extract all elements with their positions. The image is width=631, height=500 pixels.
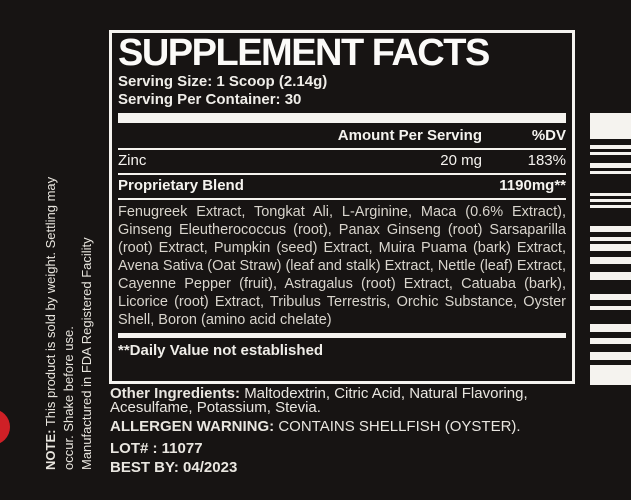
supplement-facts-panel: SUPPLEMENT FACTS Serving Size: 1 Scoop (… [109, 30, 575, 384]
amount-per-serving-header: Amount Per Serving [337, 127, 482, 144]
label-footer: Other Ingredients: Maltodextrin, Citric … [110, 385, 568, 476]
panel-title: SUPPLEMENT FACTS [118, 32, 490, 74]
thick-separator-bottom [118, 333, 566, 338]
nutrient-amount: 20 mg [440, 152, 482, 169]
other-ingredients: Other Ingredients: Maltodextrin, Citric … [110, 385, 568, 416]
red-dot-decoration [0, 409, 10, 445]
blend-name: Proprietary Blend [118, 177, 244, 194]
table-row: Zinc 20 mg 183% [118, 150, 566, 175]
thick-separator-top [118, 113, 566, 123]
daily-value-footnote: **Daily Value not established [118, 342, 324, 359]
blend-amount: 1190mg** [499, 177, 566, 194]
serving-size: Serving Size: 1 Scoop (2.14g) [118, 73, 328, 90]
allergen-warning: ALLERGEN WARNING: CONTAINS SHELLFISH (OY… [110, 419, 568, 434]
blend-ingredients: Fenugreek Extract, Tongkat Ali, L-Argini… [118, 204, 566, 328]
side-notes: NOTE: This product is sold by weight. Se… [42, 34, 98, 470]
side-note-line1: NOTE: This product is sold by weight. Se… [42, 34, 60, 470]
note-label: NOTE: [43, 429, 58, 470]
side-note-line3: Manufactured in FDA Registered Facility [79, 237, 94, 470]
allergen-warning-label: ALLERGEN WARNING: [110, 418, 275, 435]
other-ingredients-text: Maltodextrin, Citric Acid, Natural Flavo… [110, 385, 528, 416]
note-text: This product is sold by weight. Settling… [43, 176, 58, 427]
barcode-icon [590, 113, 631, 385]
nutrient-dv: 183% [527, 152, 566, 169]
allergen-warning-text: CONTAINS SHELLFISH (OYSTER). [278, 418, 521, 435]
dv-header: %DV [531, 127, 566, 144]
table-row: Proprietary Blend 1190mg** [118, 175, 566, 200]
servings-per-container: Serving Per Container: 30 [118, 91, 302, 108]
lot-number: LOT# : 11077 [110, 440, 203, 457]
table-header-row: Amount Per Serving %DV [118, 123, 566, 150]
nutrient-name: Zinc [118, 152, 147, 169]
other-ingredients-label: Other Ingredients: [110, 385, 241, 402]
side-note-line2: occur. Shake before use. [61, 326, 76, 470]
best-by-date: BEST BY: 04/2023 [110, 459, 238, 476]
